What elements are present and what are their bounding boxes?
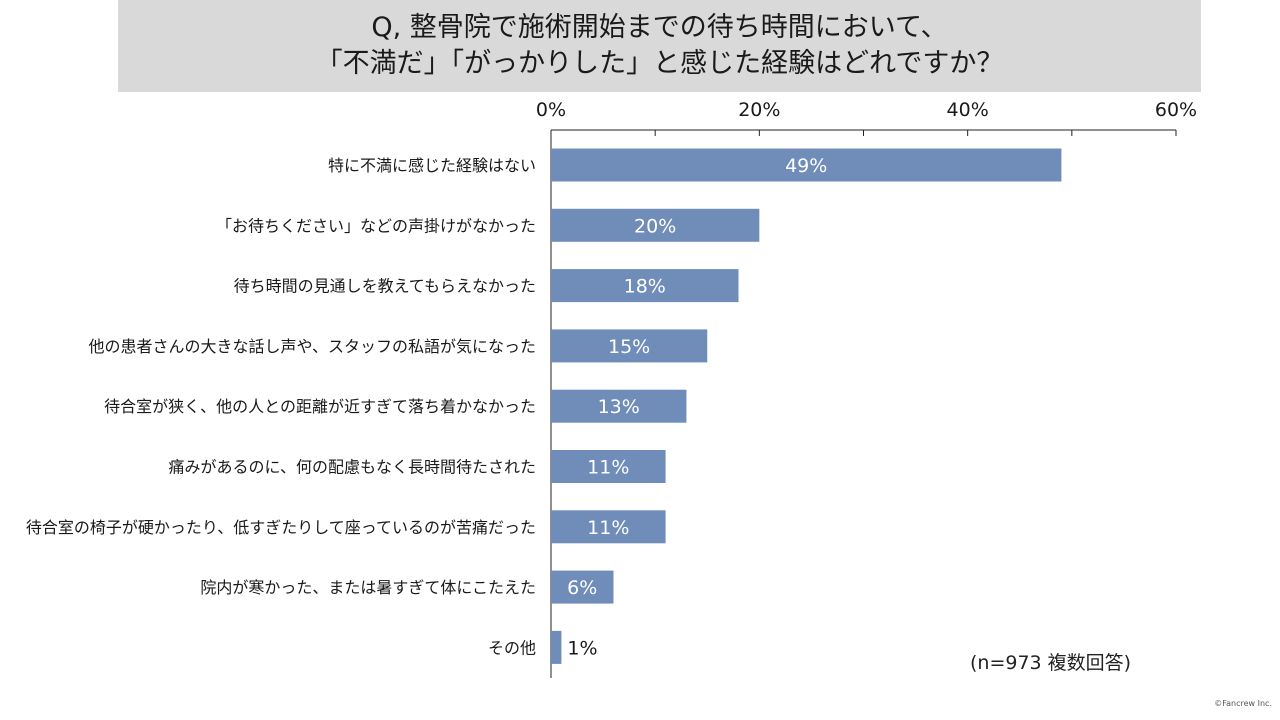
x-tick-label: 0% <box>536 99 566 121</box>
category-label: 痛みがあるのに、何の配慮もなく長時間待たされた <box>168 458 536 477</box>
title-box: Q, 整骨院で施術開始までの待ち時間において、 「不満だ」「がっかりした」と感じ… <box>118 0 1201 92</box>
category-label: 待合室の椅子が硬かったり、低すぎたりして座っているのが苦痛だった <box>26 518 536 537</box>
data-label: 20% <box>634 215 676 237</box>
x-tick-label: 40% <box>947 99 989 121</box>
x-tick-label: 60% <box>1155 99 1197 121</box>
data-label: 15% <box>608 336 650 358</box>
title-line-1: Q, 整骨院で施術開始までの待ち時間において、 <box>371 12 948 43</box>
data-label: 11% <box>587 517 629 539</box>
bar <box>551 570 614 604</box>
data-label: 6% <box>567 577 597 599</box>
bar <box>551 148 1062 182</box>
bar <box>551 329 708 363</box>
bar <box>551 450 666 483</box>
bar <box>551 630 562 664</box>
category-label: 他の患者さんの大きな話し声や、スタッフの私語が気になった <box>88 337 536 356</box>
category-label: 院内が寒かった、または暑すぎて体にこたえた <box>200 578 536 597</box>
data-label: 18% <box>624 276 666 298</box>
data-label: 49% <box>785 155 827 177</box>
bar <box>551 208 760 242</box>
data-label: 1% <box>567 637 597 659</box>
bar <box>551 269 739 303</box>
x-tick-label: 20% <box>738 99 780 121</box>
sample-size-note: (n=973 複数回答) <box>970 652 1132 674</box>
category-label: 特に不満に感じた経験はない <box>328 156 536 175</box>
copyright-credit: ©Fancrew Inc. <box>1214 699 1272 708</box>
category-label: 待ち時間の見通しを教えてもらえなかった <box>234 277 536 296</box>
category-label: 「お待ちください」などの声掛けがなかった <box>216 216 536 235</box>
category-label: 待合室が狭く、他の人との距離が近すぎて落ち着かなかった <box>104 397 536 416</box>
data-label: 11% <box>587 457 629 479</box>
title-line-2: 「不満だ」「がっかりした」と感じた経験はどれですか？ <box>315 48 1004 79</box>
bar <box>551 510 666 544</box>
bar <box>551 389 687 423</box>
category-label: その他 <box>488 638 536 657</box>
data-label: 13% <box>598 396 640 418</box>
